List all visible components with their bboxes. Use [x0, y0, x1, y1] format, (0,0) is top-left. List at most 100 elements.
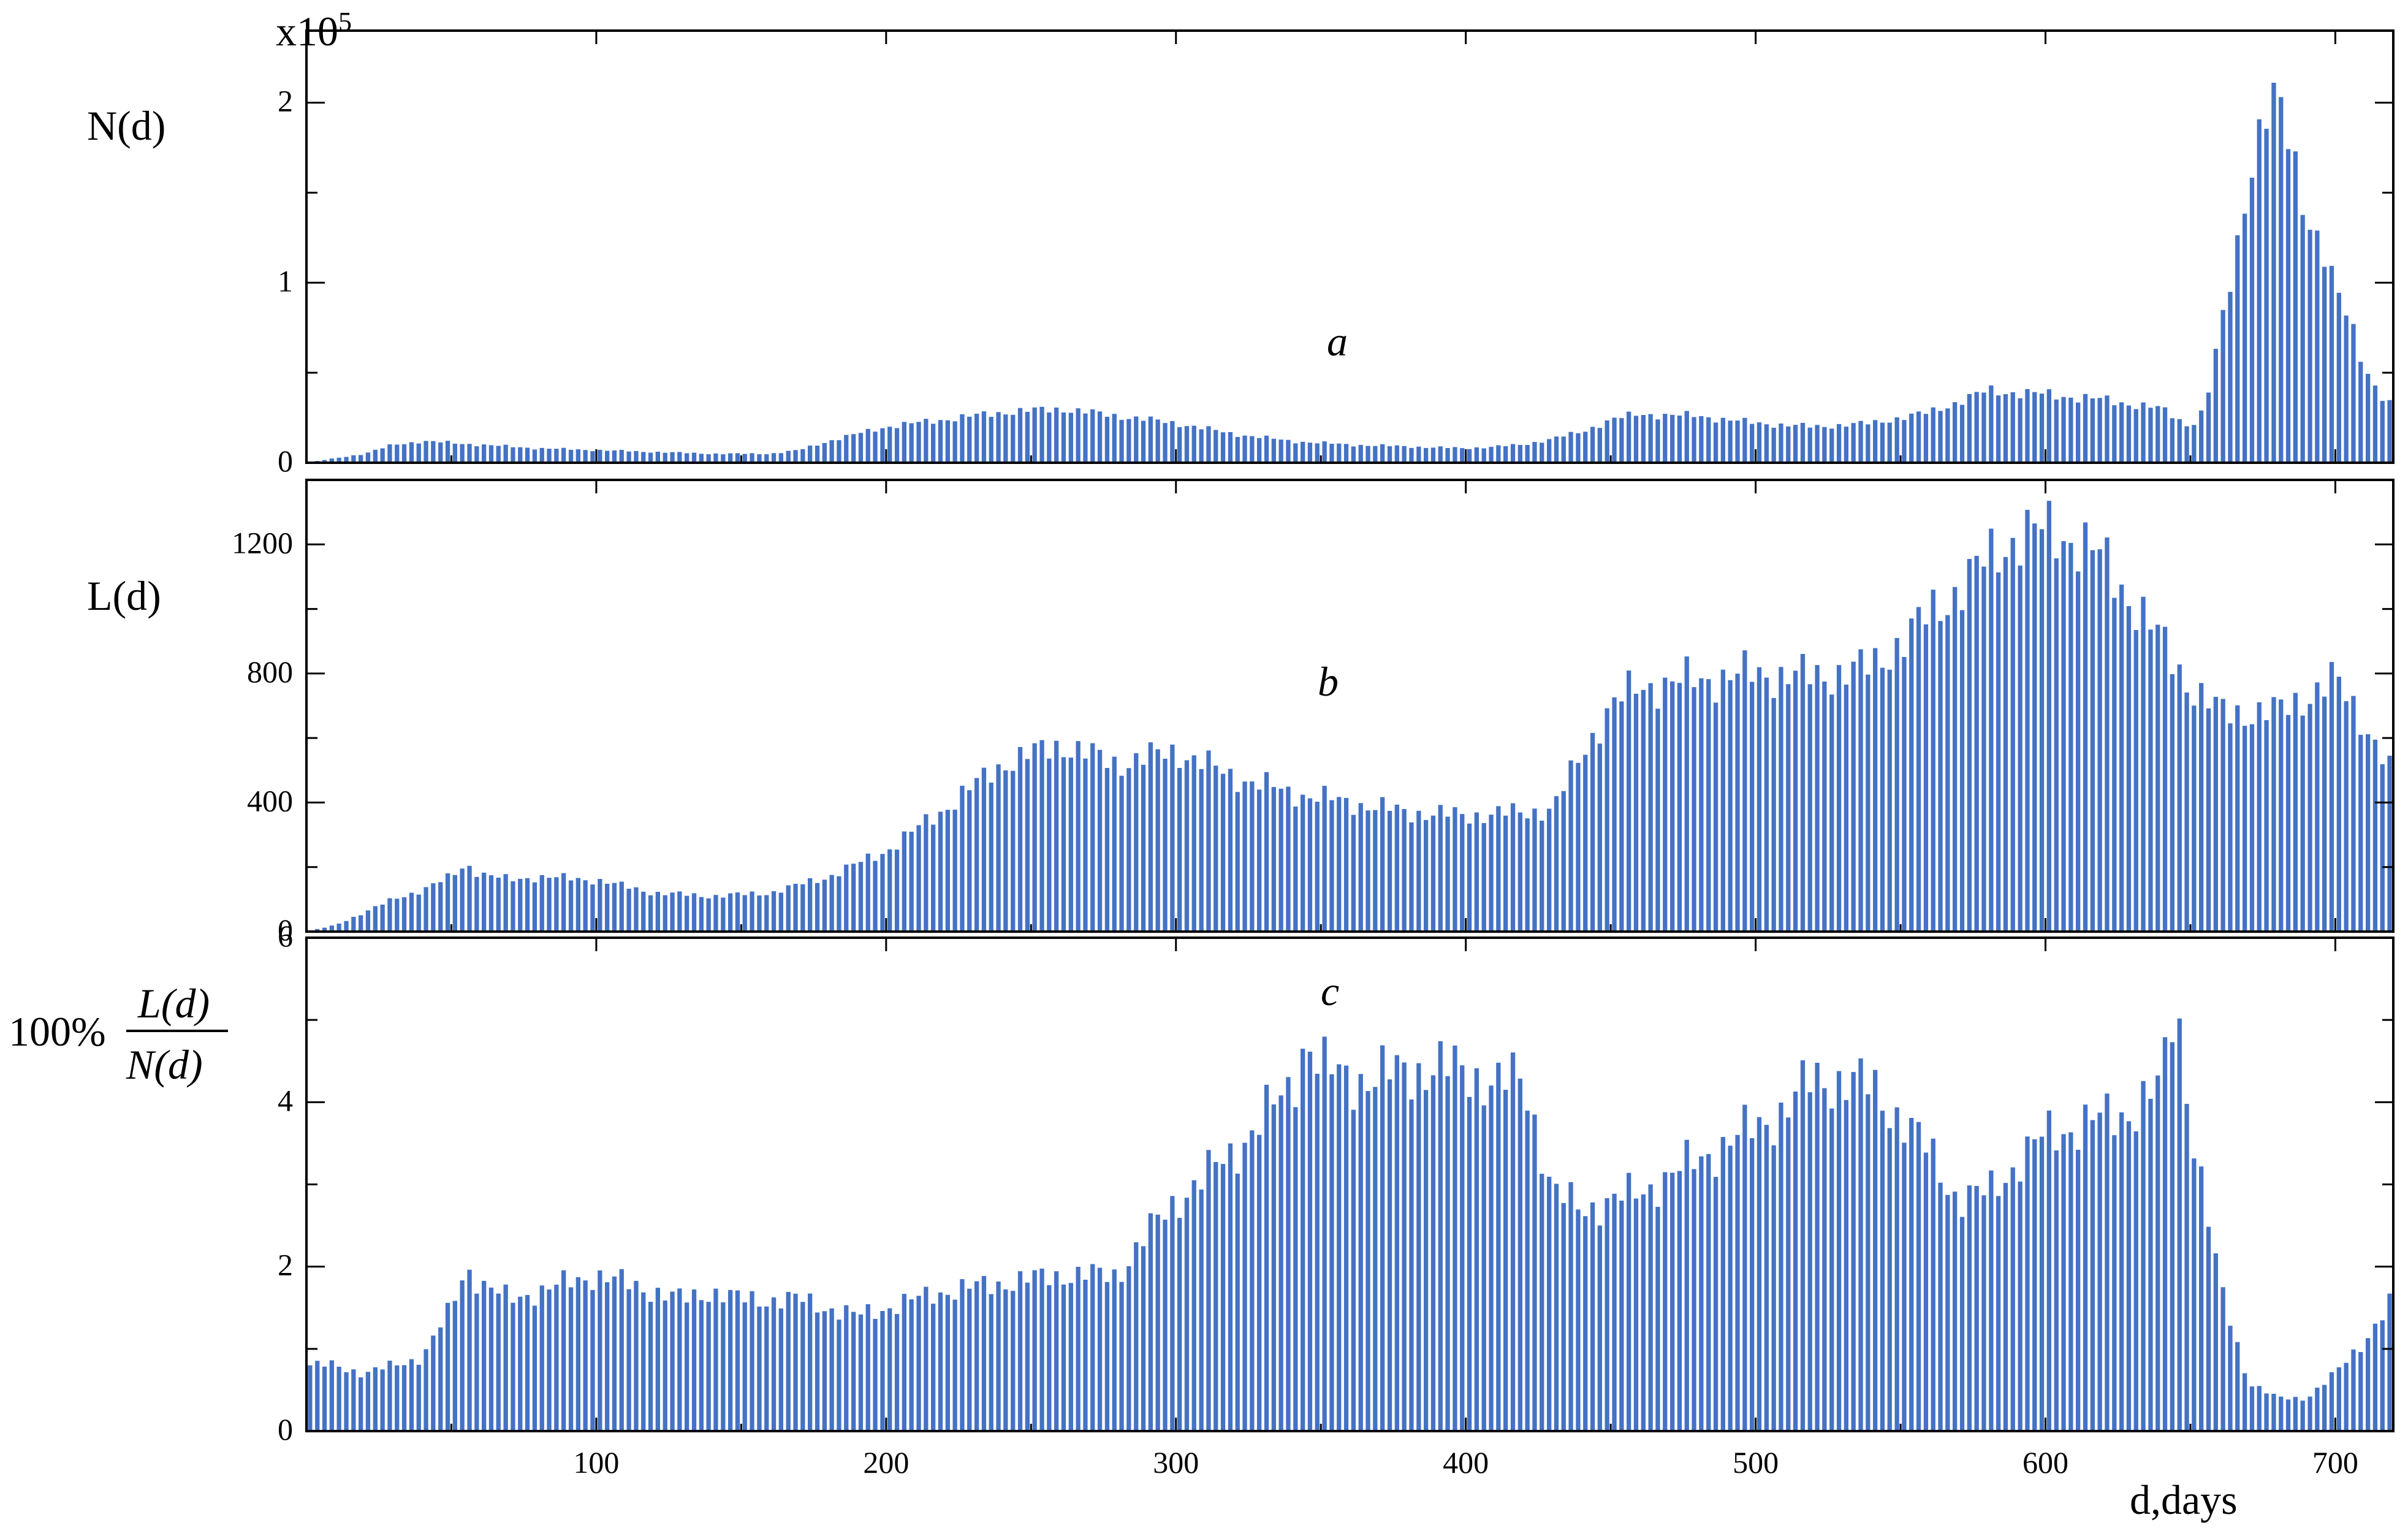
bar — [1648, 683, 1653, 932]
bar — [518, 447, 523, 463]
bar — [1387, 811, 1392, 932]
bar — [1460, 814, 1465, 932]
bar — [2264, 720, 2269, 932]
bar — [598, 879, 602, 932]
bar — [655, 1288, 660, 1431]
bar — [626, 451, 631, 463]
bar — [1974, 392, 1979, 463]
bar — [1887, 1128, 1892, 1431]
bar — [561, 873, 566, 932]
bar — [1286, 439, 1291, 463]
bar — [1373, 1087, 1378, 1431]
bar — [387, 898, 392, 932]
bar — [2061, 541, 2066, 932]
bar — [1844, 427, 1848, 463]
bar — [1909, 618, 1914, 932]
bar — [2307, 229, 2312, 463]
panel-b-y-axis-label: L(d) — [87, 572, 161, 619]
bar — [511, 1302, 515, 1431]
bar — [1699, 1156, 1704, 1431]
bar — [1974, 1186, 1979, 1431]
bar — [2032, 392, 2037, 463]
bar — [1873, 648, 1878, 932]
bar — [1945, 1195, 1950, 1431]
bar — [1576, 762, 1581, 932]
bar — [2285, 1399, 2291, 1431]
bar — [539, 447, 544, 463]
bar — [757, 895, 762, 932]
bar — [1554, 796, 1559, 932]
bar — [2271, 1394, 2276, 1431]
bar — [851, 864, 856, 932]
bar — [655, 452, 660, 463]
bar — [1467, 1096, 1472, 1431]
bar — [2257, 702, 2262, 932]
bar — [1358, 444, 1363, 463]
bar — [938, 420, 943, 463]
bar — [1670, 681, 1675, 932]
bar — [1633, 693, 1639, 932]
bar — [1206, 426, 1211, 463]
bar — [1163, 1220, 1168, 1431]
bar — [1141, 764, 1146, 932]
bar — [2213, 349, 2218, 463]
bar — [423, 441, 428, 463]
bar — [2184, 1104, 2189, 1431]
bar — [2293, 151, 2298, 463]
bar — [808, 878, 813, 932]
bar — [1271, 787, 1276, 932]
bar — [771, 453, 777, 463]
bar — [2018, 398, 2022, 463]
bar — [1677, 683, 1682, 932]
bar — [1503, 815, 1508, 932]
bar — [1597, 1225, 1602, 1431]
bar — [2300, 715, 2305, 932]
bar — [1612, 417, 1617, 463]
bar — [1191, 1180, 1196, 1431]
bar — [670, 452, 675, 463]
bar — [1959, 1217, 1965, 1431]
bar — [416, 443, 421, 463]
bar — [1083, 413, 1088, 463]
bar — [1090, 1264, 1095, 1431]
bar — [1547, 439, 1552, 463]
bar — [800, 1302, 805, 1431]
bar — [1315, 1074, 1320, 1431]
bar — [2076, 1150, 2081, 1431]
bar — [815, 883, 820, 932]
bar — [793, 1293, 798, 1431]
bar — [1409, 447, 1414, 463]
bar — [1525, 445, 1530, 463]
bar — [2315, 682, 2320, 932]
bar — [1025, 1282, 1030, 1431]
bar — [1981, 566, 1986, 932]
bar — [395, 444, 400, 463]
bar — [1322, 441, 1327, 463]
bar — [496, 878, 501, 932]
bar — [822, 443, 827, 463]
bar — [1025, 411, 1030, 463]
bar — [1706, 1153, 1711, 1431]
bar — [1945, 615, 1950, 932]
bar — [938, 811, 943, 932]
bar — [1054, 407, 1059, 463]
bar — [1416, 810, 1421, 932]
bar — [2300, 215, 2305, 463]
bar — [2076, 402, 2081, 463]
bar — [2322, 267, 2327, 463]
bar — [952, 421, 957, 463]
bar — [750, 891, 754, 932]
bar — [1996, 572, 2001, 932]
bar — [2387, 1293, 2392, 1431]
bar — [373, 906, 378, 932]
bar — [387, 444, 392, 463]
bar — [2090, 1120, 2095, 1431]
y-tick-label: 4 — [278, 1083, 293, 1117]
bar — [822, 1311, 827, 1431]
bar — [1380, 444, 1385, 463]
bar — [2235, 1342, 2240, 1431]
bar — [2336, 677, 2341, 932]
bar — [1779, 667, 1783, 932]
bar — [1430, 1075, 1436, 1431]
bar — [525, 447, 530, 463]
